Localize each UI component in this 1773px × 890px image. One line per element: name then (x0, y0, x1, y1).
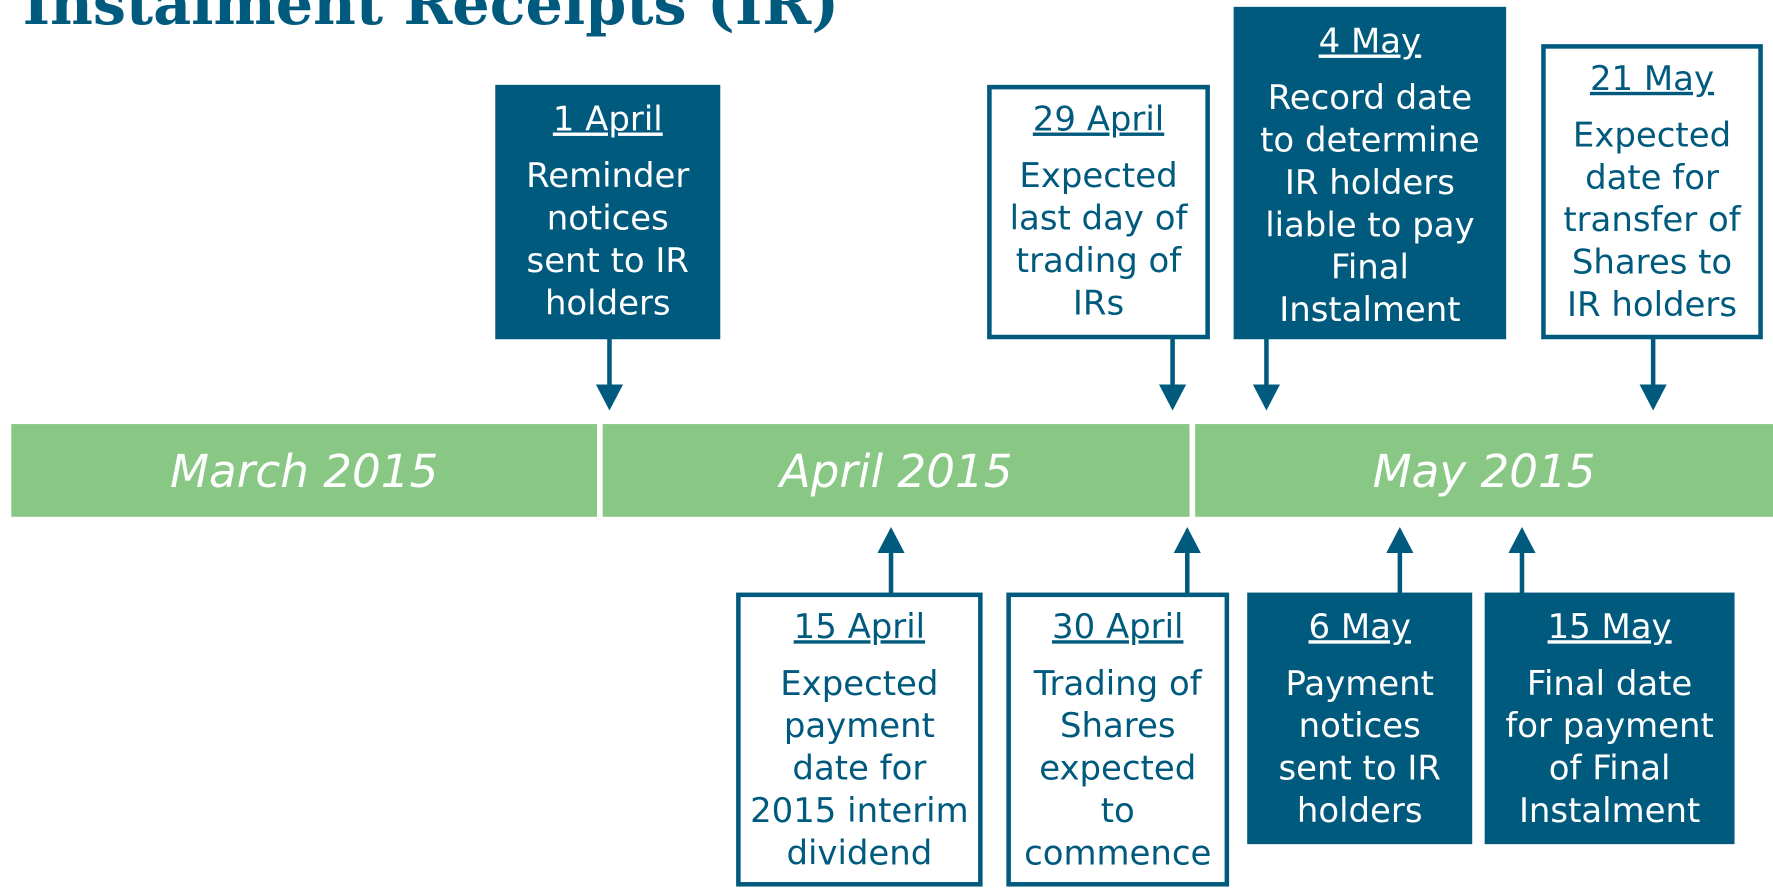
event-text: Shares (1060, 706, 1176, 745)
event-text: IRs (1073, 283, 1124, 322)
event-text: IR holders (1567, 285, 1737, 324)
event-text: 2015 interim (750, 791, 969, 830)
event-text: commence (1024, 833, 1211, 872)
month-segment (602, 424, 1190, 517)
event-text: trading of (1016, 241, 1182, 280)
event-text: dividend (786, 833, 932, 872)
event-text: Instalment (1279, 290, 1460, 329)
event-text: payment (784, 706, 935, 745)
event-date: 21 May (1590, 59, 1714, 98)
event-text: Record date (1268, 78, 1472, 117)
event-text: last day of (1010, 198, 1189, 237)
event-text: holders (545, 283, 671, 322)
arrow-head (877, 526, 905, 553)
event-text: of Final (1549, 749, 1671, 788)
event-date: 15 April (794, 607, 925, 646)
event-box (1484, 592, 1735, 845)
month-label: March 2015 (170, 445, 438, 498)
event-text: Trading of (1033, 664, 1203, 703)
event-text: date for (792, 749, 926, 788)
month-label: April 2015 (777, 445, 1013, 498)
title: Instalment Receipts (IR) (23, 0, 839, 38)
event-date: 30 April (1052, 607, 1183, 646)
event-date: 4 May (1319, 22, 1421, 61)
event-text: notices (1299, 706, 1421, 745)
event-text: expected (1039, 749, 1196, 788)
event-text: for payment (1505, 706, 1713, 745)
event-date: 1 April (553, 100, 663, 139)
event-date: 15 May (1548, 607, 1672, 646)
event-text: date for (1585, 158, 1719, 197)
arrow-head (1173, 526, 1201, 553)
month-segment (11, 424, 598, 517)
arrow-head (1639, 384, 1667, 411)
event-box (736, 592, 983, 887)
arrow-head (1159, 384, 1187, 411)
event-box (1247, 592, 1473, 845)
event-text: notices (547, 198, 669, 237)
event-text: to (1101, 791, 1135, 830)
event-text: sent to IR (1278, 749, 1440, 788)
arrow-head (595, 384, 624, 411)
arrow-head (1252, 384, 1280, 411)
event-box (987, 84, 1210, 340)
event-text: Expected (1019, 156, 1177, 195)
arrow-head (1386, 526, 1414, 553)
event-text: holders (1297, 791, 1423, 830)
event-text: Reminder (526, 156, 689, 195)
event-date: 6 May (1308, 607, 1410, 646)
event-box (1541, 44, 1763, 340)
event-text: Payment (1285, 664, 1433, 703)
event-text: Final (1331, 248, 1409, 287)
event-text: to determine (1260, 120, 1480, 159)
event-text: Shares to (1572, 243, 1732, 282)
event-text: Expected (1573, 115, 1731, 154)
event-date: 29 April (1033, 100, 1164, 139)
arrow-head (1508, 526, 1536, 553)
event-box (1233, 6, 1507, 340)
event-text: Instalment (1519, 791, 1700, 830)
event-text: liable to pay (1265, 205, 1474, 244)
event-text: Final date (1527, 664, 1692, 703)
month-label: May 2015 (1373, 445, 1596, 498)
event-box (495, 84, 721, 340)
event-text: Expected (780, 664, 938, 703)
event-box (1006, 592, 1230, 887)
event-text: IR holders (1285, 163, 1455, 202)
month-segment (1195, 424, 1773, 517)
event-text: transfer of (1563, 200, 1741, 239)
event-text: sent to IR (527, 241, 689, 280)
